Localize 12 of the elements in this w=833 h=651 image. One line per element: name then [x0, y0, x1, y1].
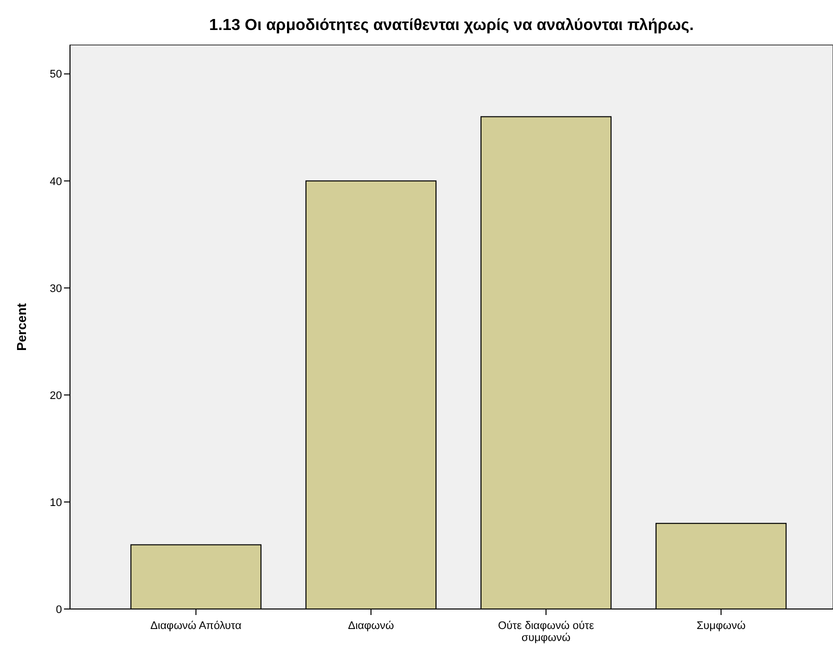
y-tick-label: 50 — [50, 68, 62, 81]
y-axis-title: Percent — [14, 302, 29, 351]
chart-title: 1.13 Οι αρμοδιότητες ανατίθενται χωρίς να αναλύονται πλήρως. — [209, 17, 694, 34]
x-tick-label: Διαφωνώ — [348, 620, 394, 632]
y-tick-label: 10 — [50, 496, 62, 509]
y-tick-label: 30 — [50, 282, 62, 295]
y-tick-label: 0 — [56, 604, 62, 616]
x-tick-label: Συμφωνώ — [696, 620, 746, 632]
y-tick-label: 40 — [50, 176, 62, 188]
y-tick-label: 20 — [50, 390, 62, 402]
x-tick-label: Διαφωνώ Απόλυτα — [150, 620, 242, 632]
x-tick-label: Ούτε διαφωνώ ούτε συμφωνώ — [498, 620, 594, 644]
